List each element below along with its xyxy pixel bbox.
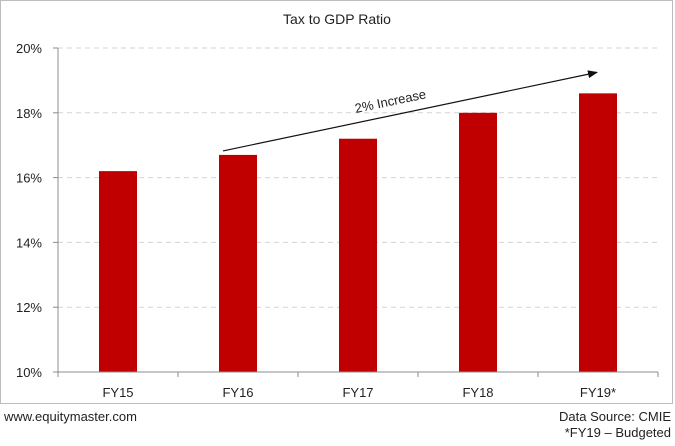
y-tick-label: 20% (16, 41, 42, 56)
bar-fy19 (579, 93, 617, 373)
y-tick-label: 18% (16, 106, 42, 121)
x-tick-label: FY18 (462, 385, 493, 400)
x-tick-label: FY17 (342, 385, 373, 400)
y-tick-label: 10% (16, 365, 42, 380)
increase-arrow (222, 70, 598, 152)
x-tick-label: FY15 (102, 385, 133, 400)
bar-fy15 (99, 171, 137, 372)
chart-title: Tax to GDP Ratio (283, 11, 391, 27)
annotation-label: 2% Increase (353, 86, 427, 116)
bars (99, 93, 617, 373)
x-tick-label: FY19* (580, 385, 616, 400)
bar-fy16 (219, 154, 257, 372)
axis-labels: 10% 12% 14% 16% 18% 20% FY15 FY16 FY17 FY18 FY19* (16, 41, 616, 400)
x-tick-label: FY16 (222, 385, 253, 400)
y-tick-label: 12% (16, 300, 42, 315)
annotation: 2% Increase (222, 70, 598, 152)
y-tick-label: 16% (16, 171, 42, 186)
axes (53, 47, 659, 377)
bar-fy18 (459, 112, 497, 373)
bar-fy17 (339, 138, 377, 372)
data-source-text: Data Source: CMIE (559, 409, 671, 424)
budget-footnote: *FY19 – Budgeted (564, 425, 671, 440)
website-credit: www.equitymaster.com (4, 409, 137, 424)
chart: Tax to GDP Ratio 10% 12% 14% 16% 18% 20% FY15 F… (16, 11, 659, 400)
y-tick-label: 14% (16, 235, 42, 250)
source-note: Data Source: CMIE *FY19 – Budgeted (559, 409, 671, 441)
